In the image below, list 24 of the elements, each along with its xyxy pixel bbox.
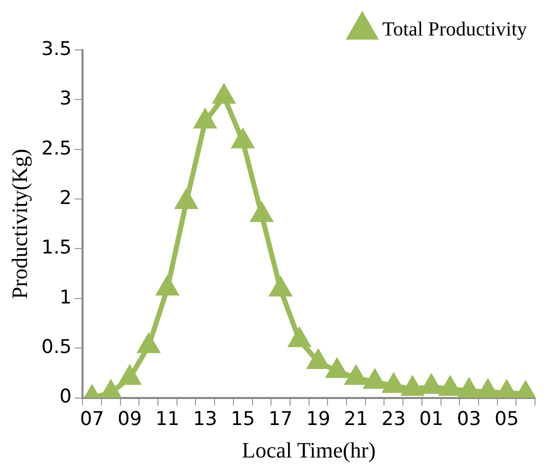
x-tick-label: 13 [193, 408, 218, 430]
point [157, 276, 178, 296]
x-tick-label: 11 [155, 408, 180, 430]
y-tick-label: 1 [60, 286, 72, 308]
y-tick-label: 0.5 [41, 336, 72, 358]
x-axis-title: Local Time(hr) [242, 438, 376, 463]
x-tick-label: 03 [456, 408, 482, 430]
y-tick-label: 0 [60, 386, 72, 408]
x-tick-label: 19 [306, 408, 330, 430]
x-tick-label: 05 [494, 408, 519, 430]
x-tick-label: 21 [344, 408, 368, 430]
y-axis-title: Productivity(Kg) [6, 148, 32, 300]
x-tick-label: 01 [419, 408, 444, 430]
x-tick-label: 09 [118, 408, 142, 430]
y-tick-label: 1.5 [41, 236, 72, 259]
y-tick-label: 2.5 [41, 137, 72, 160]
x-tick-label: 15 [230, 408, 255, 430]
x-tick-label: 17 [268, 408, 293, 430]
legend-label: Total Productivity [382, 18, 528, 40]
y-tick-label: 3 [60, 88, 72, 110]
y-tick-label: 3.5 [41, 38, 72, 60]
x-tick-label: 23 [382, 408, 406, 430]
y-tick-label: 2 [60, 186, 72, 209]
x-tick-label: 07 [80, 408, 104, 430]
